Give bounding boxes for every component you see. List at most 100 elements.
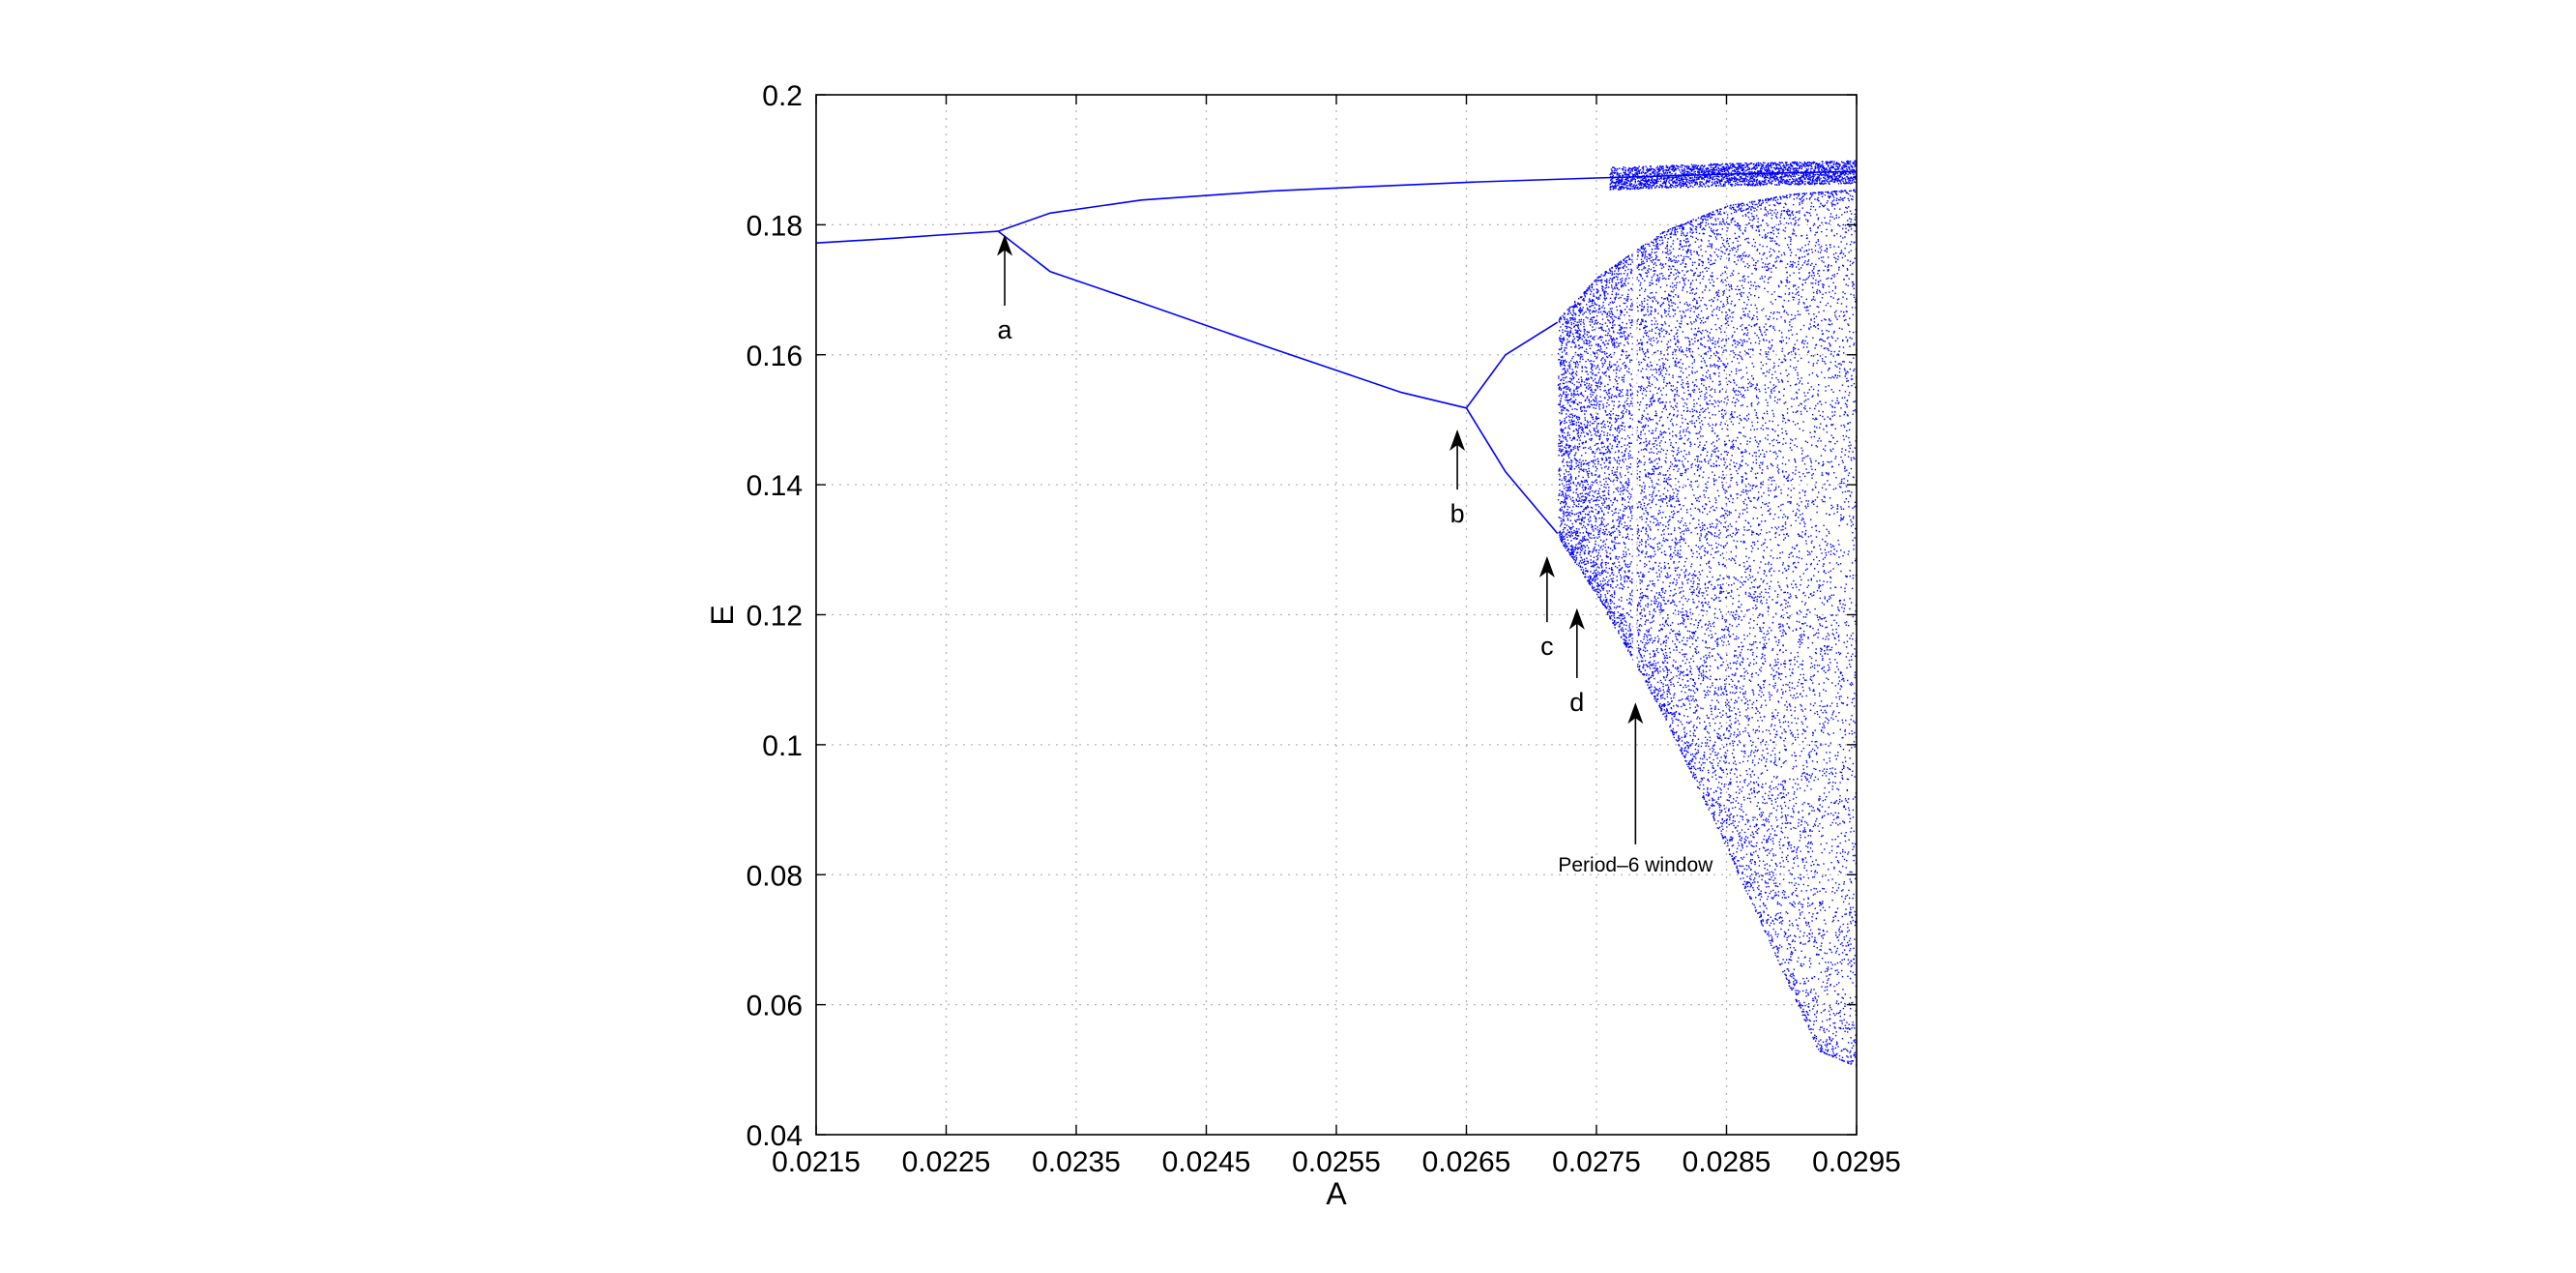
data-point (1589, 347, 1592, 349)
data-point (1570, 317, 1572, 319)
data-point (1610, 337, 1612, 340)
data-point (1564, 350, 1566, 352)
data-point (1626, 435, 1629, 437)
data-point (1646, 449, 1648, 451)
data-point (1598, 567, 1600, 569)
data-point (1670, 499, 1672, 501)
data-point (1640, 530, 1643, 532)
data-point (1671, 305, 1673, 307)
data-point (1653, 664, 1654, 666)
data-point (1588, 535, 1590, 537)
data-point (1584, 413, 1586, 415)
data-point (1637, 529, 1640, 531)
data-point (1675, 544, 1677, 547)
data-point (1611, 571, 1614, 574)
data-point (1602, 577, 1604, 579)
data-point (1658, 334, 1660, 336)
data-point (1597, 506, 1600, 508)
data-point (1580, 376, 1582, 378)
data-point (1560, 363, 1562, 365)
data-point (1608, 389, 1610, 391)
data-point (1674, 395, 1676, 398)
data-point (1659, 368, 1661, 370)
data-point (1605, 564, 1607, 566)
data-point (1615, 414, 1618, 416)
data-point (1598, 584, 1601, 586)
data-point (1587, 506, 1590, 509)
data-point (1587, 433, 1589, 435)
data-point (1644, 255, 1646, 257)
data-point (1655, 412, 1657, 415)
data-point (1667, 617, 1669, 619)
data-point (1619, 481, 1622, 483)
data-point (1603, 603, 1605, 606)
data-point (1648, 296, 1651, 298)
data-point (1602, 523, 1604, 526)
data-point (1595, 427, 1597, 429)
data-point (1656, 244, 1658, 246)
data-point (1595, 395, 1597, 397)
data-point (1660, 697, 1662, 699)
data-point (1563, 519, 1565, 522)
data-point (1615, 372, 1618, 374)
data-point (1590, 571, 1592, 573)
data-point (1639, 582, 1641, 584)
data-point (1579, 337, 1582, 339)
data-point (1651, 499, 1654, 502)
data-point (1560, 389, 1562, 391)
data-point (1625, 481, 1627, 483)
data-point (1659, 365, 1661, 368)
data-point (1583, 501, 1586, 503)
data-point (1662, 481, 1665, 483)
data-point (1618, 395, 1621, 397)
data-point (1661, 243, 1663, 245)
data-point (1589, 501, 1591, 504)
data-point (1565, 370, 1566, 372)
data-point (1639, 647, 1641, 650)
data-point (1559, 404, 1561, 406)
data-point (1658, 277, 1661, 279)
data-point (1613, 491, 1615, 493)
data-point (1610, 557, 1612, 559)
data-point (1637, 664, 1639, 666)
data-point (1587, 373, 1589, 375)
data-point (1597, 460, 1599, 462)
data-point (1647, 585, 1649, 587)
data-point (1631, 398, 1633, 400)
data-point (1655, 503, 1657, 506)
data-point (1620, 267, 1622, 269)
data-point (1588, 500, 1590, 502)
data-point (1559, 508, 1562, 510)
data-point (1617, 616, 1620, 619)
data-point (1572, 553, 1575, 556)
data-point (1664, 498, 1666, 500)
data-point (1590, 565, 1593, 568)
data-point (1659, 702, 1661, 705)
data-point (1660, 708, 1663, 710)
data-point (1615, 395, 1617, 397)
data-point (1610, 584, 1612, 586)
data-point (1669, 516, 1671, 518)
data-point (1584, 406, 1586, 409)
data-point (1639, 400, 1642, 403)
data-point (1581, 442, 1583, 444)
data-point (1668, 265, 1670, 267)
data-point (1668, 519, 1670, 521)
data-point (1644, 563, 1646, 565)
data-point (1566, 546, 1568, 548)
data-point (1595, 292, 1597, 294)
data-point (1558, 469, 1560, 471)
data-point (1629, 389, 1631, 391)
data-point (1612, 337, 1615, 340)
data-point (1651, 516, 1654, 518)
data-point (1624, 455, 1625, 458)
data-point (1669, 474, 1671, 476)
data-point (1659, 433, 1661, 435)
data-point (1595, 569, 1597, 571)
data-point (1615, 586, 1617, 588)
data-point (1623, 617, 1625, 620)
data-point (1642, 320, 1644, 323)
data-point (1657, 528, 1659, 531)
data-point (1675, 342, 1677, 344)
data-point (1660, 596, 1663, 599)
